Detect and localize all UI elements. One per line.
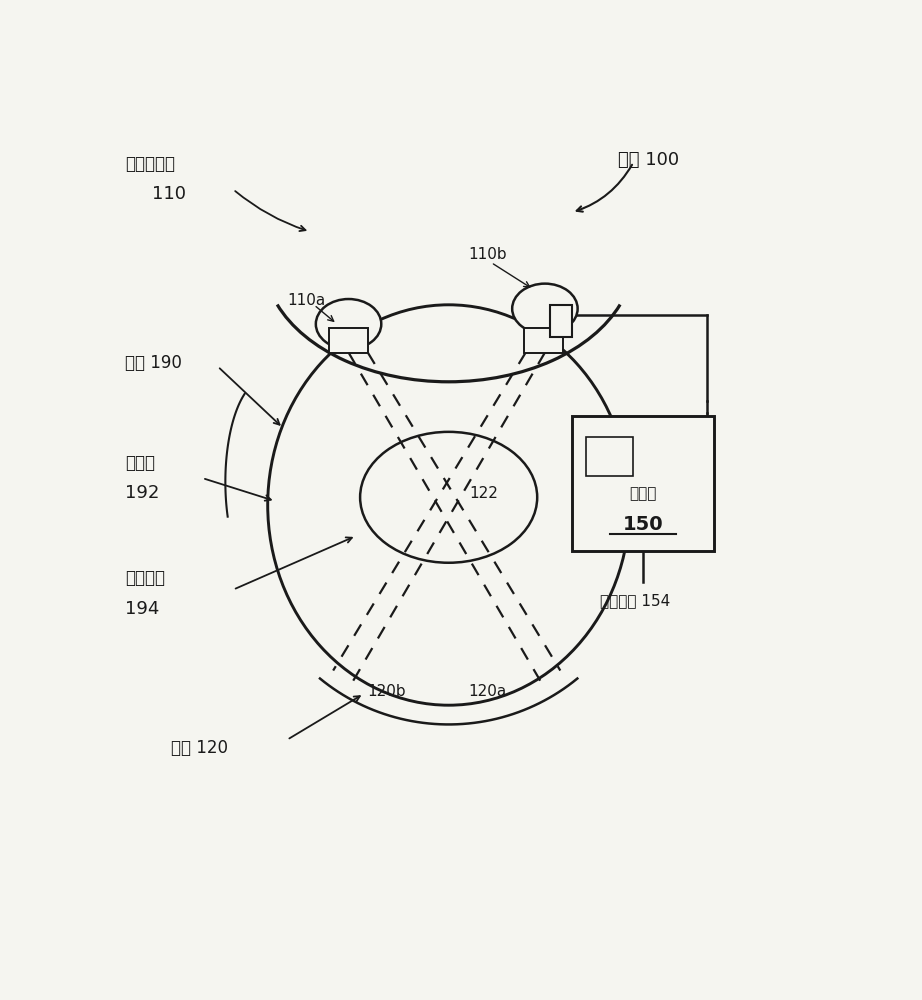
Text: 192: 192 (125, 484, 160, 502)
Text: 系统 100: 系统 100 (618, 151, 680, 169)
Text: 120b: 120b (368, 684, 407, 699)
Text: 110: 110 (152, 185, 186, 203)
Text: 主体 190: 主体 190 (125, 354, 183, 372)
Text: 声束 120: 声束 120 (171, 739, 229, 757)
Ellipse shape (513, 284, 577, 334)
Text: 120a: 120a (468, 684, 506, 699)
Text: 194: 194 (125, 600, 160, 618)
Bar (524, 328, 562, 353)
Bar (572, 416, 715, 551)
Text: 外表面: 外表面 (125, 454, 155, 472)
Bar (550, 305, 572, 337)
Text: 150: 150 (622, 515, 664, 534)
Text: 神经组织: 神经组织 (125, 569, 165, 587)
Text: 脉冲信息 154: 脉冲信息 154 (600, 594, 670, 609)
Text: 控制器: 控制器 (630, 486, 656, 501)
Ellipse shape (316, 299, 382, 349)
Text: 110a: 110a (287, 293, 325, 308)
Text: 超声换能器: 超声换能器 (125, 155, 175, 173)
Bar (329, 328, 368, 353)
Bar (585, 437, 633, 476)
Text: 110b: 110b (467, 247, 506, 262)
Text: 122: 122 (469, 486, 498, 501)
